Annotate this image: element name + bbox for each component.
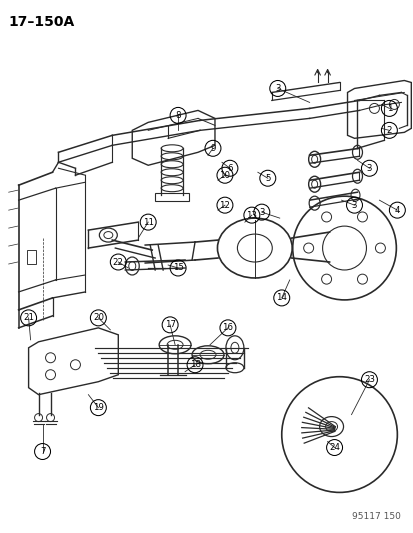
Text: 18: 18: [189, 360, 200, 369]
Text: 14: 14: [275, 294, 287, 302]
Text: 24: 24: [328, 443, 339, 452]
Text: 21: 21: [23, 313, 34, 322]
Text: 13: 13: [246, 211, 257, 220]
Text: 12: 12: [219, 200, 230, 209]
Text: 6: 6: [227, 164, 232, 173]
Text: 8: 8: [175, 111, 180, 120]
Text: 4: 4: [394, 206, 399, 215]
Text: 19: 19: [93, 403, 104, 412]
Text: 9: 9: [210, 144, 215, 153]
Text: 11: 11: [142, 217, 153, 227]
Text: 3: 3: [366, 164, 371, 173]
Text: 16: 16: [222, 324, 233, 333]
Text: 7: 7: [40, 447, 45, 456]
Text: 17: 17: [164, 320, 175, 329]
Text: 15: 15: [172, 263, 183, 272]
Text: 3: 3: [259, 208, 264, 216]
Text: 10: 10: [219, 171, 230, 180]
Text: 2: 2: [386, 126, 391, 135]
Text: 3: 3: [274, 84, 280, 93]
Text: 22: 22: [112, 257, 123, 266]
Text: 20: 20: [93, 313, 104, 322]
Text: 1: 1: [386, 104, 391, 113]
Text: 17–150A: 17–150A: [9, 15, 75, 29]
Bar: [26, 250, 36, 264]
Text: 23: 23: [363, 375, 374, 384]
Text: 95117 150: 95117 150: [351, 512, 400, 521]
Bar: [155, 193, 189, 201]
Text: 3: 3: [351, 200, 356, 209]
Text: 5: 5: [264, 174, 270, 183]
